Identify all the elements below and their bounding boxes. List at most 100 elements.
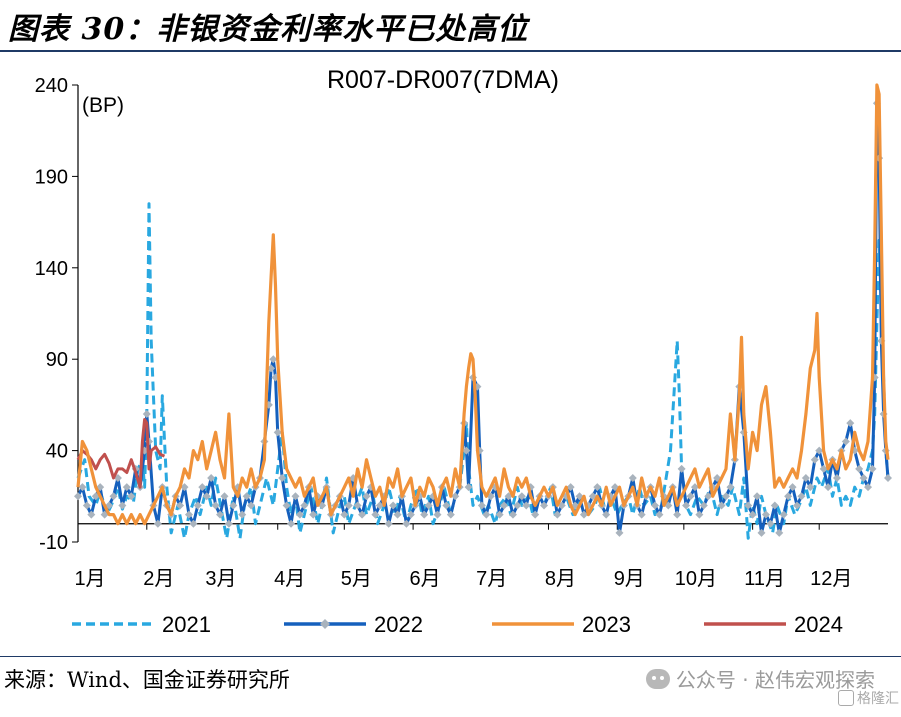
- chart: R007-DR007(7DMA) (BP) -10 40 90 140 190 240 1月…: [35, 66, 892, 637]
- data-point: [229, 501, 238, 510]
- data-point: [189, 519, 198, 528]
- data-point: [722, 492, 730, 501]
- data-point: [247, 501, 256, 510]
- y-tick-label: 190: [35, 166, 68, 188]
- data-point: [513, 501, 522, 510]
- data-point: [884, 474, 892, 483]
- data-point: [841, 437, 850, 446]
- data-point: [118, 501, 127, 510]
- data-point: [424, 501, 433, 510]
- data-point: [686, 492, 695, 501]
- chart-title: R007-DR007(7DMA): [327, 66, 559, 94]
- corner-mark-text: 格隆汇: [857, 691, 899, 707]
- data-point: [389, 501, 398, 510]
- data-point: [211, 501, 220, 510]
- data-point: [540, 501, 549, 510]
- data-point: [176, 501, 185, 510]
- data-point: [353, 501, 362, 510]
- legend-label: 2022: [374, 612, 423, 637]
- source-note: 来源：Wind、国金证券研究所: [4, 668, 290, 692]
- series-line-2023: [76, 83, 890, 526]
- data-point: [704, 492, 713, 501]
- data-point: [717, 501, 726, 510]
- data-point: [753, 492, 762, 501]
- data-point: [220, 492, 229, 501]
- data-point: [699, 501, 708, 510]
- legend-label: 2023: [582, 612, 631, 637]
- data-point: [859, 474, 868, 483]
- data-point: [462, 446, 471, 455]
- data-point: [375, 501, 384, 510]
- title-rule: [0, 50, 901, 52]
- series-layer: [74, 83, 892, 540]
- x-tick-label: 8月: [545, 568, 576, 590]
- data-point: [202, 492, 211, 501]
- legend-entry-2022: 2022: [284, 612, 423, 637]
- data-point: [442, 501, 451, 510]
- data-point: [180, 483, 189, 492]
- data-point: [801, 474, 810, 483]
- data-point: [650, 501, 659, 510]
- x-tick-label: 11月: [744, 568, 785, 590]
- data-point: [82, 501, 91, 510]
- y-tick-label: 90: [46, 349, 68, 371]
- legend-label: 2024: [794, 612, 843, 637]
- series-2024: [76, 418, 166, 489]
- x-tick-label: 4月: [274, 568, 305, 590]
- y-tick-label: 140: [35, 258, 68, 280]
- data-point: [793, 501, 802, 510]
- data-point: [628, 474, 637, 483]
- corner-mark: 格隆汇: [838, 688, 899, 708]
- x-tick-label: 2月: [143, 568, 174, 590]
- data-point: [819, 464, 828, 473]
- data-point: [566, 483, 575, 492]
- data-point: [109, 492, 118, 501]
- x-tick-label: 5月: [341, 568, 372, 590]
- data-point: [806, 483, 815, 492]
- gelonghui-logo-icon: [838, 690, 854, 706]
- data-point: [384, 519, 393, 528]
- bottom-rule: [0, 656, 901, 657]
- data-point: [504, 492, 513, 501]
- x-tick-label: 3月: [205, 568, 236, 590]
- data-point: [477, 501, 486, 510]
- data-point: [797, 492, 806, 501]
- data-point: [682, 501, 691, 510]
- data-point: [300, 501, 309, 510]
- legend: 2021 2022 2023 2024: [72, 612, 843, 637]
- watermark: 公众号 · 赵伟宏观探索: [645, 664, 875, 693]
- data-point: [832, 474, 841, 483]
- data-point: [868, 464, 877, 473]
- data-point: [744, 501, 753, 510]
- data-point: [775, 528, 784, 537]
- data-point: [677, 464, 686, 473]
- legend-label: 2021: [162, 612, 211, 637]
- y-axis-unit-label: (BP): [82, 94, 124, 117]
- data-point: [238, 510, 247, 519]
- data-point: [267, 364, 276, 373]
- legend-entry-2024: 2024: [704, 612, 843, 637]
- figure-title: 图表 30：非银资金利率水平已处高位: [8, 12, 529, 47]
- data-point: [757, 528, 766, 537]
- data-point: [726, 483, 735, 492]
- data-point: [766, 519, 775, 528]
- data-point: [122, 483, 131, 492]
- series-2022: [74, 99, 892, 537]
- data-point: [153, 519, 162, 528]
- data-point: [824, 483, 833, 492]
- x-tick-label: 12月: [810, 568, 852, 590]
- data-point: [615, 528, 624, 537]
- wechat-icon: [645, 668, 670, 689]
- data-point: [269, 355, 278, 364]
- data-point: [402, 519, 411, 528]
- data-point: [810, 455, 819, 464]
- data-point: [593, 483, 602, 492]
- x-tick-label: 9月: [614, 568, 645, 590]
- data-point: [291, 492, 300, 501]
- data-point: [864, 483, 873, 492]
- x-tick-label: 6月: [410, 568, 441, 590]
- data-point: [464, 483, 473, 492]
- legend-entry-2021: 2021: [72, 612, 211, 637]
- data-point: [690, 483, 699, 492]
- data-point: [500, 501, 509, 510]
